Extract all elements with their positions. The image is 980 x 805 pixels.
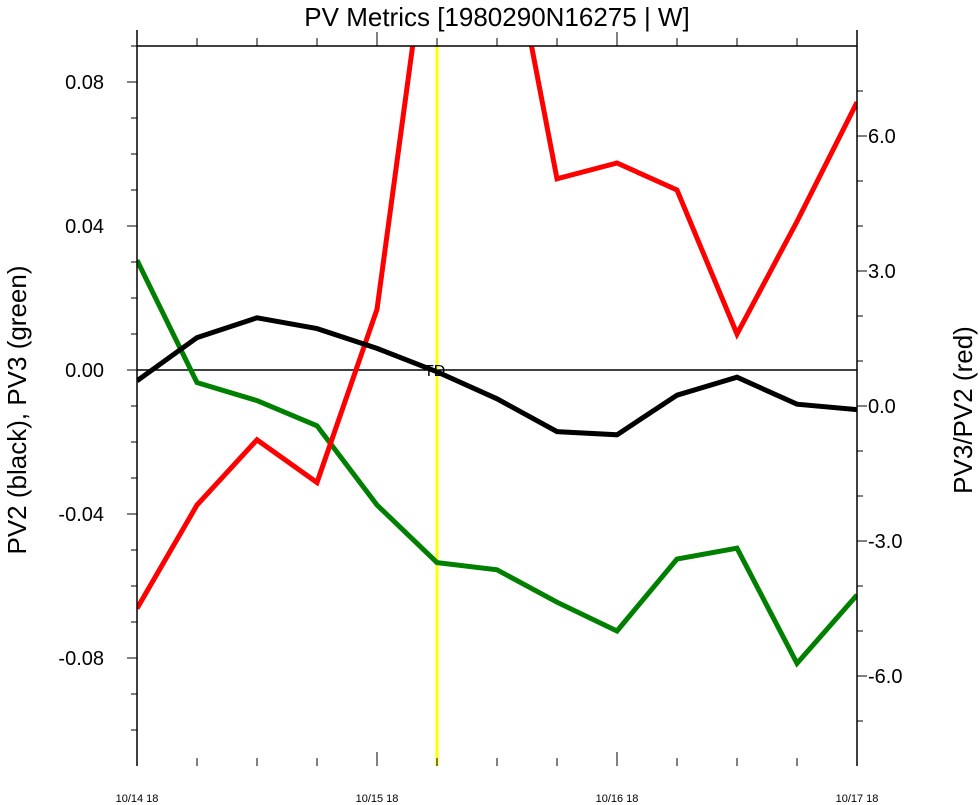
series-line-ratio-red [137, 46, 857, 610]
x-tick-label: 10/15 18 [356, 793, 399, 805]
y-left-tick-label: 0.08 [65, 72, 104, 94]
y-axis-right-label: PV3/PV2 (red) [948, 326, 978, 494]
y-left-tick-label: -0.04 [58, 504, 104, 526]
series-line-pv3-green [137, 259, 857, 668]
y-left-tick-label: -0.08 [58, 648, 104, 670]
y-left-tick-label: 0.00 [65, 360, 104, 382]
x-tick-label: 10/14 18 [116, 793, 159, 805]
y-left-tick-label: 0.04 [65, 216, 104, 238]
y-axis-left-label: PV2 (black), PV3 (green) [2, 265, 32, 554]
chart-title: PV Metrics [1980290N16275 | W] [304, 2, 689, 32]
annotation-label: TD [424, 363, 445, 380]
plot-area [137, 46, 857, 766]
x-tick-label: 10/16 18 [596, 793, 639, 805]
y-right-tick-label: 3.0 [868, 261, 896, 283]
axes: TD 0.08 0.04 0.00 -0.04 -0.08 6.0 3.0 0.0 -3.0 -6.… [58, 30, 902, 805]
y-right-tick-label: -6.0 [868, 666, 902, 688]
y-right-tick-label: 0.0 [868, 396, 896, 418]
x-tick-label: 10/17 18 [836, 793, 879, 805]
y-right-tick-label: 6.0 [868, 126, 896, 148]
y-right-tick-label: -3.0 [868, 531, 902, 553]
series-line-pv2-black [137, 315, 857, 438]
